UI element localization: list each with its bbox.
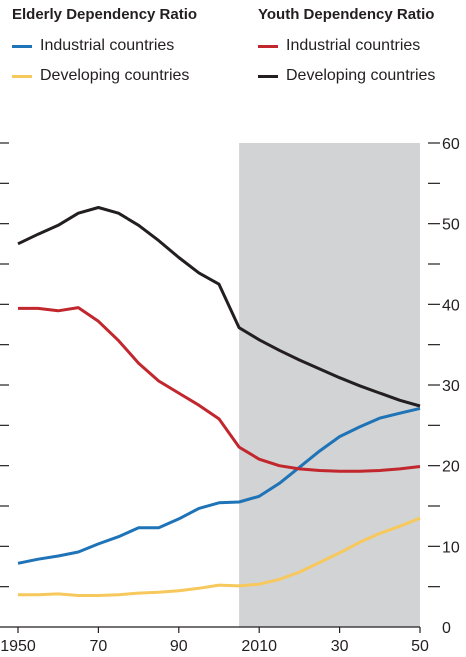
projection-shading (239, 143, 420, 627)
x-tick-label: 70 (90, 638, 108, 655)
legend-swatch-red (258, 44, 278, 48)
legend-item-elderly-industrial: Industrial countries (12, 31, 197, 61)
x-tick-label: 30 (331, 638, 349, 655)
legend-label: Developing countries (40, 67, 190, 84)
series-line-0 (17, 406, 421, 565)
legend-group-elderly: Elderly Dependency Ratio Industrial coun… (12, 6, 197, 91)
x-tick-label: 1950 (0, 638, 36, 655)
legend-label: Developing countries (286, 67, 436, 84)
x-tick-label: 90 (170, 638, 188, 655)
legend-label: Industrial countries (286, 37, 421, 54)
legend-heading-elderly: Elderly Dependency Ratio (12, 6, 198, 23)
legend: Elderly Dependency Ratio Industrial coun… (0, 0, 466, 110)
legend-item-elderly-developing: Developing countries (12, 61, 197, 91)
y-tick-label: 30 (442, 378, 460, 395)
y-tick-label: 20 (442, 459, 460, 476)
legend-item-youth-industrial: Industrial countries (258, 31, 435, 61)
axes-layer (0, 142, 440, 633)
legend-swatch-blue (12, 44, 32, 48)
legend-swatch-black (258, 74, 278, 78)
legend-heading-youth: Youth Dependency Ratio (258, 6, 435, 23)
legend-swatch-yellow (12, 74, 32, 78)
y-tick-label: 60 (442, 136, 460, 153)
y-tick-label: 10 (442, 539, 460, 556)
x-tick-label: 50 (411, 638, 429, 655)
series-line-1 (18, 516, 421, 597)
legend-item-youth-developing: Developing countries (258, 61, 435, 91)
legend-group-youth: Youth Dependency Ratio Industrial countr… (258, 6, 435, 91)
series-layer (17, 206, 421, 597)
series-line-3 (17, 206, 421, 408)
projection-shading-layer (239, 143, 420, 627)
series-line-2 (18, 306, 421, 473)
legend-label: Industrial countries (40, 37, 175, 54)
y-tick-label: 0 (442, 620, 451, 637)
y-tick-label: 40 (442, 297, 460, 314)
y-tick-label: 50 (442, 217, 460, 234)
x-tick-label: 2010 (241, 638, 277, 655)
tick-labels-layer: 0 10 20 30 40 50 60 1950 70 90 2010 30 50 (0, 136, 460, 655)
